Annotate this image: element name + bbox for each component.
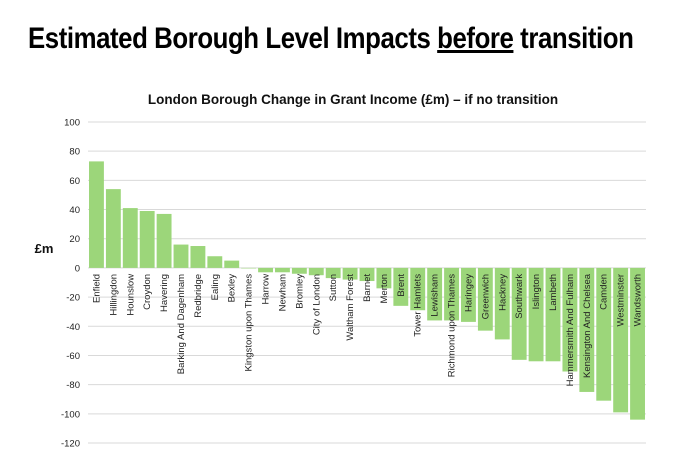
category-label: Newham <box>277 274 288 312</box>
category-label: Redbridge <box>193 274 204 318</box>
category-label: Kensington And Chelsea <box>582 273 593 378</box>
bar <box>427 267 443 321</box>
bars <box>89 161 645 420</box>
bar <box>139 211 155 268</box>
y-tick-label: -80 <box>66 380 80 391</box>
bar <box>207 256 223 268</box>
category-label: Hillingdon <box>108 274 119 316</box>
category-label: Barking And Dagenham <box>176 274 187 374</box>
category-label: Wandsworth <box>633 274 644 326</box>
category-label: Harrow <box>261 274 272 305</box>
category-label: Lambeth <box>548 274 559 311</box>
bar <box>325 267 341 279</box>
category-label: Hammersmith And Fulham <box>565 274 576 387</box>
bar <box>477 267 493 331</box>
category-label: Waltham Forest <box>345 274 356 341</box>
bar <box>630 267 645 420</box>
bar <box>359 267 375 282</box>
category-label: Southwark <box>514 274 525 319</box>
bar <box>190 246 206 268</box>
bar <box>258 267 273 273</box>
y-tick-label: -100 <box>61 409 80 420</box>
bar <box>241 267 257 269</box>
bar <box>376 267 392 289</box>
category-label: Camden <box>599 274 610 310</box>
slide-title-part2: transition <box>513 22 634 55</box>
grid-lines <box>88 121 646 444</box>
y-tick-label: 20 <box>69 234 80 245</box>
category-label: Kingston upon Thames <box>244 274 255 372</box>
bar <box>89 161 104 268</box>
category-label: Westminster <box>616 274 627 327</box>
category-label: Bexley <box>227 274 238 303</box>
bar <box>596 267 612 401</box>
category-label: Brent <box>396 274 407 297</box>
category-label: Croydon <box>142 274 153 310</box>
y-tick-label: 80 <box>69 147 80 158</box>
bar <box>275 267 290 273</box>
y-tick-label: -60 <box>66 351 80 362</box>
bar <box>224 260 240 268</box>
bar <box>613 267 629 413</box>
y-tick-label: 100 <box>64 118 80 129</box>
y-tick-label: 40 <box>69 205 80 216</box>
bar <box>291 267 307 274</box>
category-label: City of London <box>311 274 322 335</box>
bar <box>393 267 409 306</box>
bar <box>461 267 476 322</box>
category-label: Enfield <box>91 274 102 303</box>
category-label: Lewisham <box>430 274 441 317</box>
category-label: Sutton <box>328 274 339 301</box>
y-axis-label: £m <box>35 241 54 256</box>
category-label: Haringey <box>463 274 474 312</box>
y-tick-label: 0 <box>75 263 80 274</box>
bar <box>579 267 595 392</box>
bar <box>342 267 358 280</box>
bar <box>173 244 189 268</box>
chart-title: London Borough Change in Grant Income (£… <box>148 92 558 107</box>
slide-title: Estimated Borough Level Impacts before t… <box>28 22 634 56</box>
y-tick-label: 60 <box>69 176 80 187</box>
y-tick-labels: 100 80 60 40 20 0 -20 -40 -60 -80 -100 -120 <box>61 118 80 450</box>
category-label: Islington <box>531 274 542 309</box>
slide-title-part1: Estimated Borough Level Impacts <box>28 22 438 55</box>
category-label: Havering <box>159 274 170 312</box>
category-label: Bromley <box>294 274 305 309</box>
category-label: Merton <box>379 274 390 304</box>
category-label: Tower Hamlets <box>413 274 424 337</box>
category-label: Barnet <box>362 274 373 302</box>
category-label: Ealing <box>210 274 221 300</box>
category-label: Richmond upon Thames <box>447 274 458 378</box>
bar <box>105 189 121 268</box>
bar <box>156 213 172 268</box>
y-tick-label: -20 <box>66 293 80 304</box>
category-labels: Enfield Hillingdon Hounslow Croydon Havering… <box>91 273 643 386</box>
category-label: Greenwich <box>480 274 491 319</box>
category-label: Hounslow <box>125 274 136 316</box>
bar <box>545 267 561 362</box>
bar <box>308 267 324 276</box>
bar <box>528 267 544 362</box>
bar <box>444 267 459 321</box>
bar <box>122 208 138 268</box>
bar <box>410 267 426 311</box>
y-tick-label: -40 <box>66 322 80 333</box>
bar <box>562 267 578 372</box>
category-label: Hackney <box>497 274 508 311</box>
bar <box>494 267 510 340</box>
bar <box>511 267 527 360</box>
y-tick-label: -120 <box>61 439 80 450</box>
slide-title-underlined: before <box>437 22 514 55</box>
